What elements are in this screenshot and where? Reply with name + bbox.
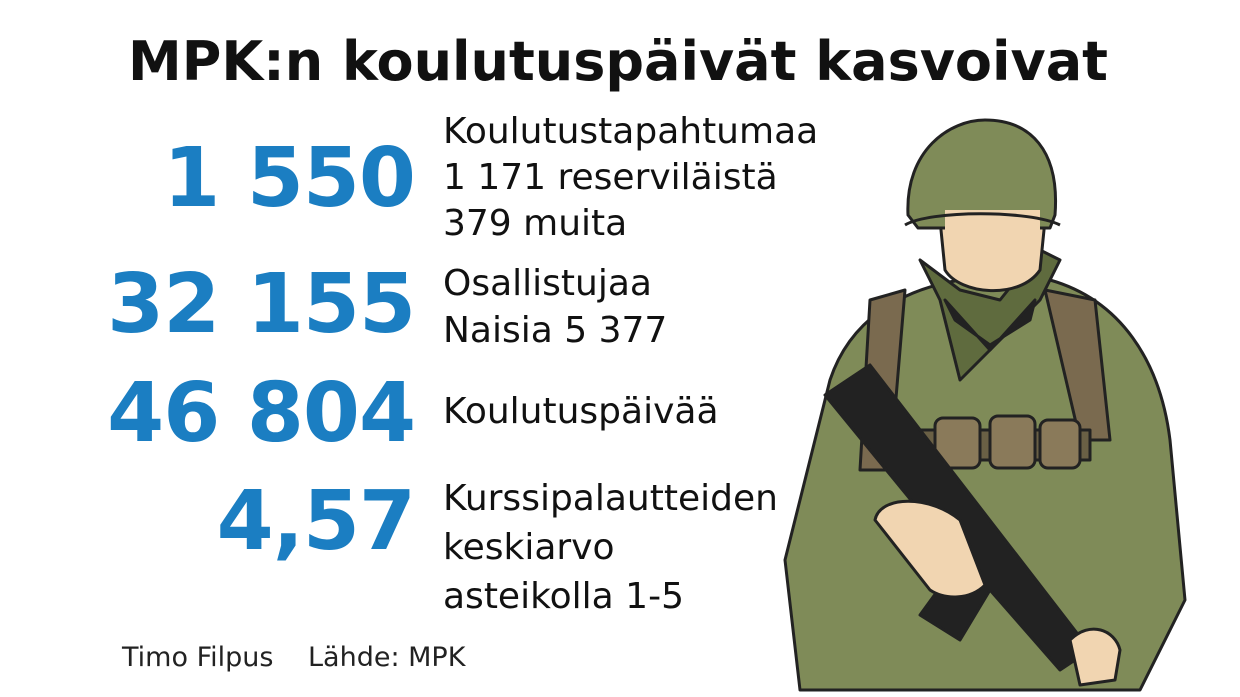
- stats: 1 550 Koulutustapahtumaa 1 171 reserviläis…: [107, 111, 818, 617]
- stat-value: 32 155: [107, 257, 415, 352]
- author: Timo Filpus: [121, 642, 273, 673]
- stat-description: Koulutuspäivää: [443, 391, 719, 432]
- stat-description: Osallistujaa: [443, 263, 652, 304]
- stat-description: 1 171 reserviläistä: [443, 157, 778, 198]
- stat-description: Kurssipalautteiden: [443, 478, 778, 519]
- stat-value: 46 804: [107, 366, 415, 461]
- source: Lähde: MPK: [308, 642, 467, 673]
- title: MPK:n koulutuspäivät kasvoivat: [128, 30, 1108, 93]
- stat-value: 1 550: [163, 131, 415, 226]
- stat-description: keskiarvo: [443, 527, 615, 568]
- stat-description: Naisia 5 377: [443, 310, 667, 351]
- soldier-illustration: [783, 118, 1187, 692]
- stat-description: 379 muita: [443, 203, 627, 244]
- stat-description: asteikolla 1-5: [443, 576, 684, 617]
- stat-description: Koulutustapahtumaa: [443, 111, 818, 152]
- stat-value: 4,57: [217, 474, 415, 569]
